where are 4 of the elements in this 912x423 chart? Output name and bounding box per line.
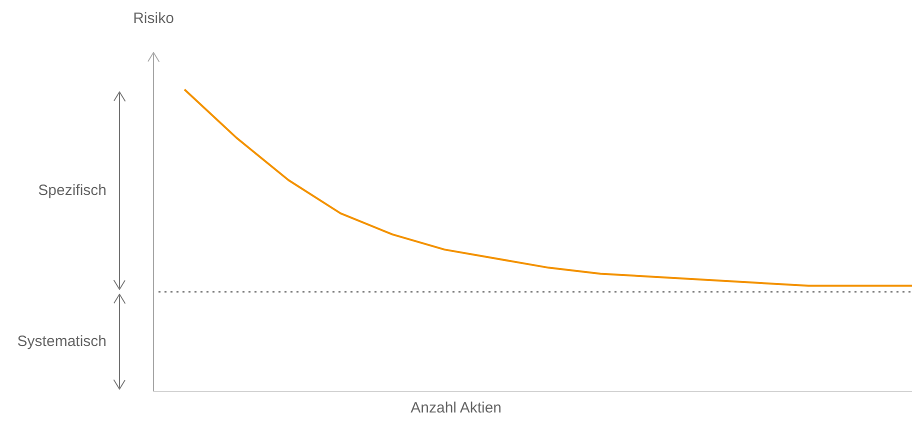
text: Systematisch xyxy=(17,333,107,350)
y-axis-title: Risiko xyxy=(133,10,174,27)
x-axis-title: Anzahl Aktien xyxy=(410,400,502,416)
text: Spezifisch xyxy=(38,182,107,200)
